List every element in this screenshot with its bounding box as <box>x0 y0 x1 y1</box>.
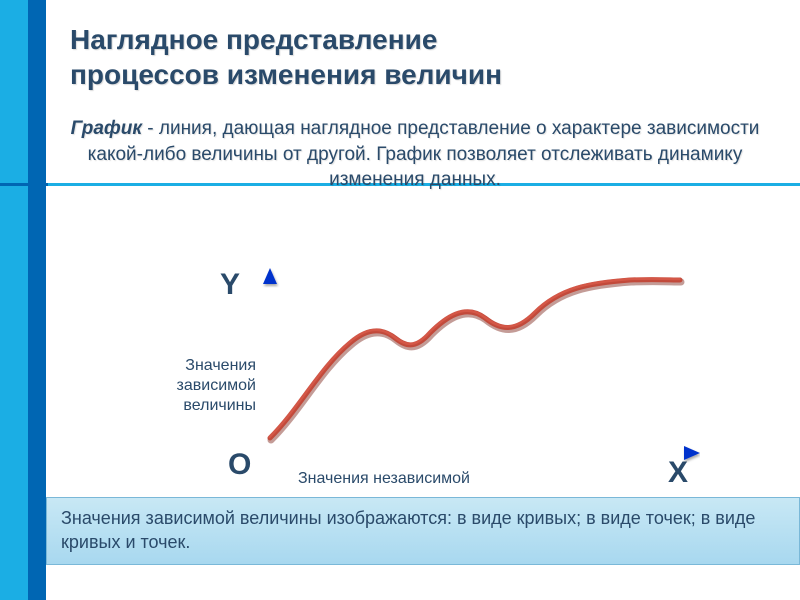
title-line2: процессов изменения величин <box>70 59 502 90</box>
content-area: Наглядное представление процессов измене… <box>70 22 780 193</box>
chart-svg <box>260 268 700 478</box>
left-sidebar-bars <box>0 0 46 600</box>
chart-area: Y Значения зависимой величины О Значения… <box>70 268 770 508</box>
title-line1: Наглядное представление <box>70 24 437 55</box>
bar-inner <box>28 0 46 600</box>
footer-text: Значения зависимой величины изображаются… <box>61 508 755 552</box>
footer-note: Значения зависимой величины изображаются… <box>46 497 800 565</box>
bar-outer <box>0 0 28 600</box>
origin-label: О <box>228 448 251 482</box>
definition-text: График - линия, дающая наглядное предста… <box>70 116 760 193</box>
definition-term: График <box>71 118 142 139</box>
y-axis-title: Y <box>220 268 240 302</box>
definition-body: - линия, дающая наглядное представление … <box>88 118 760 190</box>
y-axis-label: Значения зависимой величины <box>158 356 256 416</box>
page-title: Наглядное представление процессов измене… <box>70 22 780 92</box>
